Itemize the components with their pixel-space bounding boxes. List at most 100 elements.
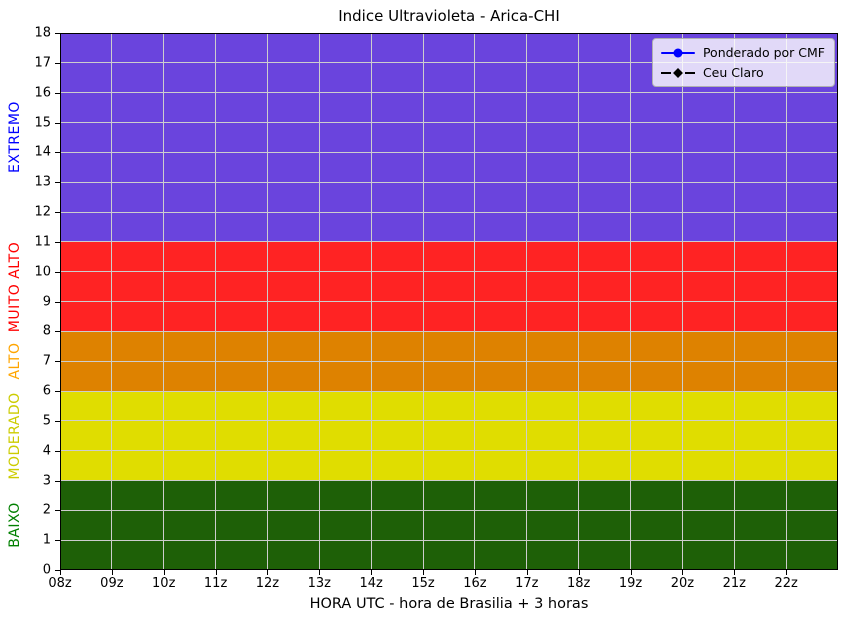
y-tick-mark — [55, 480, 60, 482]
x-tick-label: 09z — [100, 576, 124, 591]
y-tick-label: 13 — [34, 174, 51, 190]
x-tick-label: 15z — [411, 576, 435, 591]
chart-title: Indice Ultravioleta - Arica-CHI — [338, 7, 560, 25]
y-tick-mark — [55, 152, 60, 154]
dashed-line-diamond-marker-icon — [660, 67, 695, 78]
y-tick-label: 17 — [34, 55, 51, 71]
x-tick-label: 18z — [566, 576, 591, 591]
gridline-horizontal — [60, 151, 838, 153]
y-tick-mark — [55, 182, 60, 184]
x-tick-mark — [786, 570, 788, 575]
y-tick-label: 10 — [34, 264, 51, 280]
y-tick-label: 15 — [34, 115, 51, 130]
x-tick-mark — [630, 570, 632, 575]
band-baixo — [60, 480, 838, 570]
x-tick-label: 22z — [774, 576, 798, 591]
gridline-horizontal — [60, 122, 838, 123]
x-tick-mark — [578, 570, 580, 575]
x-tick-mark — [682, 570, 684, 575]
gridline-horizontal — [60, 211, 838, 213]
x-tick-label: 17z — [515, 576, 539, 591]
band-label-alto: ALTO — [7, 342, 23, 380]
y-tick-label: 18 — [34, 25, 51, 41]
y-tick-label: 9 — [42, 294, 51, 309]
legend: Ponderado por CMF Ceu Claro — [651, 38, 835, 87]
y-tick-mark — [55, 33, 60, 34]
y-tick-mark — [55, 331, 60, 333]
band-label-moderado: MODERADO — [7, 392, 23, 480]
x-tick-label: 11z — [203, 576, 228, 591]
legend-label: Ponderado por CMF — [702, 45, 825, 60]
y-tick-label: 3 — [42, 473, 51, 488]
y-tick-mark — [55, 420, 60, 422]
x-tick-mark — [60, 570, 61, 575]
y-tick-mark — [55, 361, 60, 363]
y-tick-mark — [55, 241, 60, 243]
x-tick-label: 19z — [618, 576, 643, 591]
y-tick-mark — [55, 570, 60, 571]
x-tick-mark — [474, 570, 476, 575]
y-tick-mark — [55, 301, 60, 303]
x-tick-label: 12z — [255, 576, 280, 591]
gridline-horizontal — [60, 181, 838, 183]
y-tick-label: 12 — [34, 204, 51, 220]
y-tick-mark — [55, 212, 60, 213]
band-muito-alto — [60, 241, 838, 332]
y-tick-mark — [55, 62, 60, 64]
gridline-horizontal — [60, 62, 838, 64]
y-tick-label: 11 — [34, 234, 51, 250]
y-tick-mark — [55, 92, 60, 94]
x-tick-mark — [319, 570, 321, 575]
solid-line-circle-marker-icon — [660, 47, 695, 58]
x-tick-mark — [215, 570, 217, 575]
y-tick-mark — [55, 391, 60, 392]
y-tick-label: 7 — [42, 353, 51, 369]
gridline-horizontal — [60, 241, 838, 243]
x-tick-mark — [371, 570, 373, 575]
y-tick-label: 6 — [42, 383, 51, 399]
gridline-horizontal — [60, 480, 838, 481]
x-tick-mark — [163, 570, 165, 575]
x-tick-label: 14z — [359, 576, 383, 591]
plot-area: Ponderado por CMF Ceu Claro — [60, 33, 838, 570]
x-tick-label: 08z — [48, 576, 72, 591]
x-tick-mark — [423, 570, 425, 575]
y-tick-mark — [55, 450, 60, 452]
y-tick-label: 5 — [42, 413, 51, 429]
x-tick-label: 20z — [670, 576, 695, 591]
y-tick-label: 14 — [34, 144, 51, 160]
x-tick-mark — [526, 570, 528, 575]
x-tick-label: 16z — [463, 576, 487, 591]
y-tick-label: 0 — [42, 562, 51, 578]
x-tick-label: 10z — [152, 576, 176, 591]
band-label-extremo: EXTREMO — [7, 101, 23, 174]
y-tick-label: 2 — [42, 502, 51, 518]
legend-item-ponderado-por-cmf: Ponderado por CMF — [660, 45, 825, 60]
gridline-horizontal — [60, 509, 838, 511]
y-tick-label: 4 — [42, 443, 51, 459]
y-tick-mark — [55, 510, 60, 512]
legend-item-ceu-claro: Ceu Claro — [660, 65, 825, 80]
gridline-horizontal — [60, 92, 838, 94]
x-tick-label: 13z — [307, 576, 332, 591]
x-tick-mark — [734, 570, 736, 575]
gridline-horizontal — [60, 330, 838, 332]
legend-label: Ceu Claro — [702, 65, 764, 80]
y-tick-label: 1 — [42, 532, 51, 548]
band-label-baixo: BAIXO — [7, 502, 23, 549]
x-tick-mark — [111, 570, 113, 575]
gridline-horizontal — [60, 360, 838, 362]
y-tick-label: 8 — [42, 323, 51, 339]
gridline-horizontal — [60, 539, 838, 541]
y-tick-mark — [55, 271, 60, 273]
x-tick-mark — [267, 570, 269, 575]
gridline-horizontal — [60, 450, 838, 452]
gridline-horizontal — [60, 390, 838, 392]
gridline-horizontal — [60, 271, 838, 273]
y-tick-mark — [55, 122, 60, 124]
gridline-horizontal — [60, 420, 838, 422]
band-moderado — [60, 391, 838, 481]
gridline-horizontal — [60, 301, 838, 302]
y-tick-mark — [55, 540, 60, 542]
